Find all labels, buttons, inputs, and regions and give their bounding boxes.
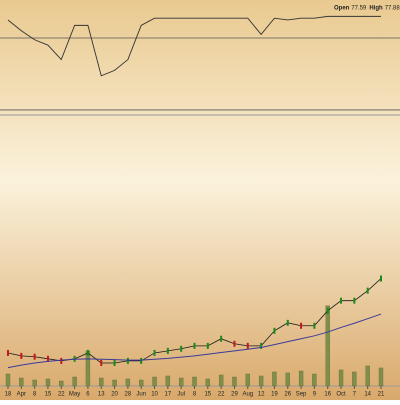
volume-bar [258, 375, 264, 387]
price-bar [313, 322, 316, 329]
price-bar [380, 275, 382, 282]
volume-bar [218, 374, 224, 387]
x-tick-label: 22 [58, 392, 65, 398]
x-tick-label: 16 [324, 392, 331, 398]
quote-value: 77.59 [351, 6, 367, 12]
volume-bar [272, 371, 277, 387]
x-tick-label: 17 [165, 392, 172, 398]
volume-bar [205, 378, 210, 387]
volume-bar [378, 367, 384, 387]
volume-bar [192, 376, 197, 387]
x-tick-label: May [69, 392, 80, 398]
x-tick-label: 26 [284, 392, 291, 398]
x-tick-label: 13 [98, 392, 105, 398]
price-bar [166, 347, 169, 354]
volume-bar [5, 373, 11, 387]
volume-bar [245, 373, 250, 387]
quote-label: Open [334, 6, 350, 12]
x-tick-label: 29 [231, 392, 238, 398]
volume-bar [298, 370, 304, 387]
x-tick-label: 19 [271, 392, 278, 398]
moving-average [7, 313, 382, 369]
x-tick-label: 28 [125, 392, 132, 398]
price-bar [100, 359, 103, 366]
price-bar [193, 342, 196, 349]
price-bar [233, 340, 236, 347]
x-tick-label: Sep [296, 392, 307, 398]
price-bar [246, 342, 249, 349]
x-tick-label: Jul [177, 392, 185, 398]
volume-bar [45, 378, 51, 387]
volume-bar [72, 376, 77, 387]
price-bar [180, 345, 183, 352]
price-bar [206, 342, 209, 349]
x-tick-label: 10 [151, 392, 158, 398]
volume-bar [85, 350, 91, 387]
x-tick-label: 15 [204, 392, 211, 398]
volume-bar [19, 377, 24, 387]
price-bar [220, 335, 223, 342]
x-tick-label: Oct [336, 392, 346, 398]
price-bar [113, 359, 116, 366]
price-bar [20, 352, 23, 359]
price-bar [153, 349, 156, 356]
quote-label: High [369, 6, 383, 12]
price-bar [300, 322, 303, 329]
x-tick-label: 8 [193, 392, 197, 398]
x-tick-label: 9 [313, 392, 317, 398]
volume-bar [325, 305, 330, 387]
x-tick-label: 7 [353, 392, 357, 398]
volume-bar [99, 377, 104, 387]
volume-bar [112, 379, 117, 387]
volume-bar [338, 369, 344, 387]
price-bar [140, 357, 143, 364]
indicator-line [7, 15, 381, 77]
x-tick-label: 18 [5, 392, 12, 398]
x-tick-label: 20 [111, 392, 118, 398]
x-tick-label: Aug [242, 392, 253, 398]
volume-bar [179, 377, 184, 387]
volume-bar [152, 376, 157, 387]
price-bar [46, 355, 49, 362]
x-tick-label: 8 [33, 392, 37, 398]
price-bar [86, 349, 89, 356]
price-bar [326, 307, 329, 314]
volume-bar [352, 371, 357, 387]
quote-value: 77.88 [385, 6, 400, 12]
volume-bar [32, 379, 37, 387]
price-bar [7, 349, 9, 356]
x-tick-label: Jun [136, 392, 146, 398]
x-tick-label: 22 [218, 392, 225, 398]
x-tick-label: 12 [258, 392, 265, 398]
volume-bar [165, 375, 171, 387]
price-bar [286, 319, 289, 326]
volume-bar [365, 365, 370, 387]
price-bar [353, 297, 356, 304]
volume-bar [285, 372, 290, 387]
price-bar [33, 353, 36, 360]
price-bar [60, 357, 63, 364]
volume-bar [312, 373, 317, 387]
x-tick-label: 21 [378, 392, 385, 398]
price-bar [126, 357, 129, 364]
volume-bar [232, 376, 237, 387]
price-bar [260, 342, 263, 349]
x-tick-label: Apr [17, 392, 26, 398]
price-bar [366, 287, 369, 294]
price-bar [273, 327, 276, 334]
x-tick-label: 15 [45, 392, 52, 398]
x-tick-label: 6 [86, 392, 90, 398]
x-tick-label: 14 [364, 392, 371, 398]
volume-bar [125, 378, 131, 387]
volume-bar [139, 379, 144, 387]
price-bar [340, 297, 343, 304]
volume-bar [59, 380, 64, 387]
